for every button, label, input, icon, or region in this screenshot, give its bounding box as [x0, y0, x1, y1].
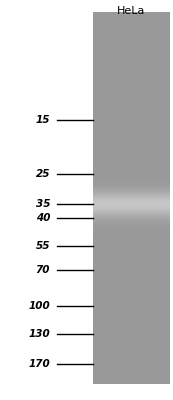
Text: 70: 70	[36, 265, 50, 275]
Text: 25: 25	[36, 169, 50, 179]
Text: 15: 15	[36, 115, 50, 125]
Text: 40: 40	[36, 213, 50, 223]
Text: 130: 130	[28, 329, 50, 339]
Text: 100: 100	[28, 301, 50, 311]
Text: HeLa: HeLa	[116, 6, 145, 16]
Text: 35: 35	[36, 199, 50, 209]
Text: 55: 55	[36, 241, 50, 251]
Text: 170: 170	[28, 359, 50, 369]
